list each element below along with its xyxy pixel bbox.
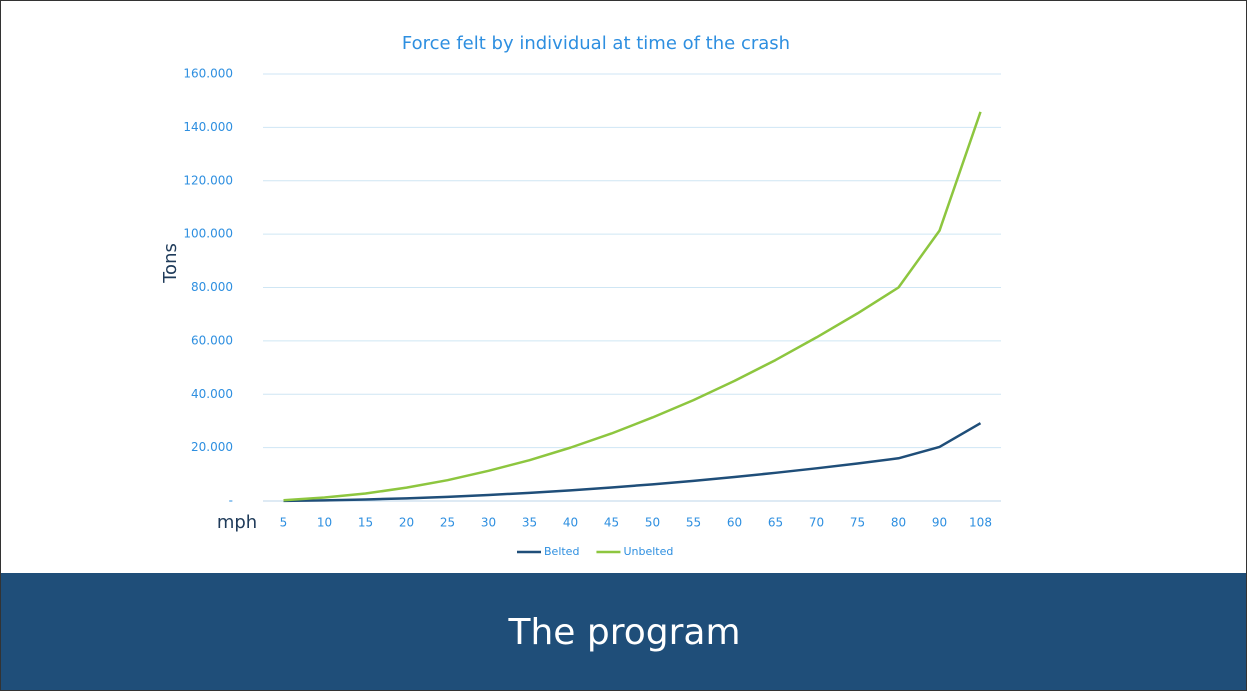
x-tick-label: 25 — [440, 516, 455, 530]
y-tick-label: 100.000 — [183, 227, 233, 241]
x-tick-label: 10 — [317, 516, 332, 530]
y-tick-label: 20.000 — [191, 440, 233, 454]
x-tick-label: 90 — [932, 516, 947, 530]
x-tick-label: 40 — [563, 516, 578, 530]
x-tick-label: 20 — [399, 516, 414, 530]
y-tick-label: 140.000 — [183, 120, 233, 134]
x-tick-label: 75 — [850, 516, 865, 530]
x-tick-label: 55 — [686, 516, 701, 530]
x-tick-label: 35 — [522, 516, 537, 530]
chart: Force felt by individual at time of the … — [160, 33, 1001, 558]
y-tick-label: 160.000 — [183, 67, 233, 81]
y-tick-label: - — [229, 494, 233, 508]
y-tick-label: 80.000 — [191, 280, 233, 294]
legend-label: Unbelted — [623, 545, 673, 558]
y-tick-label: 60.000 — [191, 333, 233, 347]
line-series — [283, 422, 982, 503]
x-tick-label: 5 — [280, 516, 288, 530]
x-tick-label: 45 — [604, 516, 619, 530]
x-tick-label: 70 — [809, 516, 824, 530]
x-axis-label: mph — [217, 512, 257, 533]
legend-label: Belted — [544, 545, 579, 558]
x-tick-label: 15 — [358, 516, 373, 530]
y-tick-label: 40.000 — [191, 387, 233, 401]
line-series — [283, 111, 982, 502]
chart-title: Force felt by individual at time of the … — [402, 33, 790, 54]
x-tick-label: 108 — [969, 516, 992, 530]
x-tick-label: 60 — [727, 516, 742, 530]
x-tick-label: 80 — [891, 516, 906, 530]
banner: The program — [1, 573, 1246, 690]
x-tick-label: 50 — [645, 516, 660, 530]
y-axis-label: Tons — [160, 243, 181, 284]
y-tick-label: 120.000 — [183, 173, 233, 187]
x-tick-label: 30 — [481, 516, 496, 530]
x-tick-label: 65 — [768, 516, 783, 530]
